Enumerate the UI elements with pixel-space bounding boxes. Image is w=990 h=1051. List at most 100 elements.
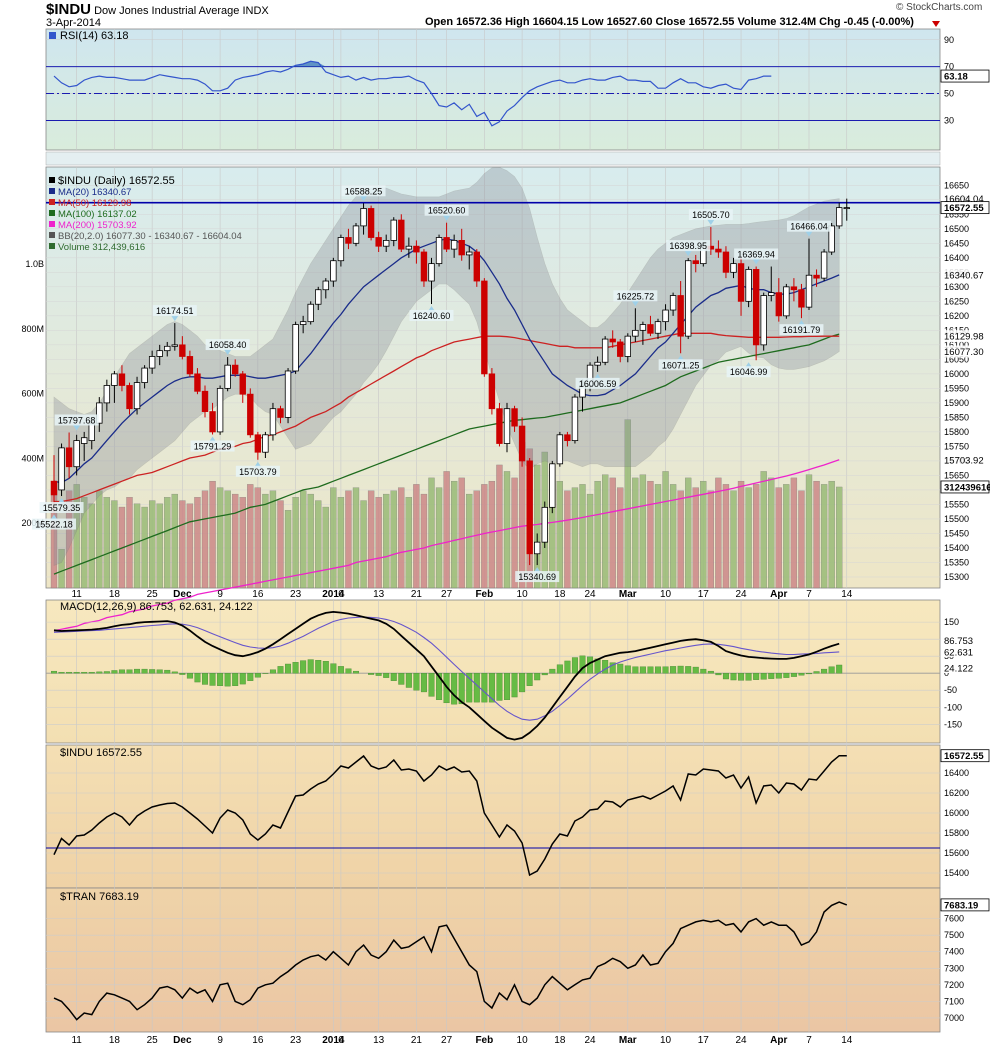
x-tick-label: Dec [173, 589, 192, 600]
y-tick-label: 15900 [944, 398, 969, 408]
candle-body [775, 292, 782, 317]
candle-body [481, 280, 488, 375]
annotation-bg [424, 204, 469, 216]
macd-histogram-bar [390, 673, 397, 681]
candle-body [126, 385, 133, 410]
legend-entry: MA(200) 15703.92 [58, 220, 137, 231]
y-tick-label: 15350 [944, 557, 969, 567]
candle-body [745, 269, 752, 302]
candle-body [118, 373, 126, 386]
volume-bar [292, 497, 299, 589]
y-tick-label: 15400 [944, 868, 969, 878]
y-tick-label: 15600 [944, 848, 969, 858]
volume-bar [390, 490, 397, 589]
y-tick-label: 15450 [944, 528, 969, 538]
volume-bar [96, 490, 103, 589]
macd-right-label: 62.631 [941, 645, 981, 658]
candle-body [194, 373, 201, 392]
macd-histogram-bar [715, 673, 722, 676]
volume-bar [126, 497, 133, 589]
candle-body [224, 364, 231, 389]
candle-body [798, 289, 805, 308]
candle-body [390, 219, 397, 241]
volume-bar [216, 487, 224, 589]
macd-right-label-bg [941, 661, 981, 673]
price-annotation: 16006.59 [575, 377, 620, 389]
candle-body [247, 393, 254, 436]
annotation-text: 15797.68 [58, 415, 96, 425]
volume-bar [662, 471, 669, 589]
candle-body [322, 280, 329, 291]
volume-bar [420, 493, 428, 589]
macd-histogram-bar [466, 673, 473, 703]
annotation-bg [787, 220, 831, 232]
candle-body [639, 324, 647, 331]
candle-body [571, 396, 579, 442]
volume-bar [299, 490, 307, 589]
candle-body [330, 260, 337, 282]
y-tick-label: 15650 [944, 470, 969, 480]
volume-bar [564, 490, 571, 589]
candle-body [737, 263, 745, 302]
macd-histogram-bar [428, 673, 435, 697]
value-box [940, 898, 990, 912]
macd-histogram-bar [609, 662, 616, 674]
candle-body [790, 286, 798, 291]
price-annotation: 15703.79 [235, 465, 280, 477]
y-tick-label: 16200 [944, 311, 969, 321]
legend-entry: MA(50) 16129.98 [58, 198, 131, 209]
volume-bar [133, 503, 141, 589]
macd-histogram-bar [564, 660, 571, 674]
annotation-bg [409, 309, 454, 321]
candle-body [96, 402, 103, 424]
x-tick-label: Mar [619, 589, 637, 600]
value-box [940, 69, 990, 83]
volume-bar [443, 471, 450, 589]
x-tick-label: 23 [290, 1035, 302, 1046]
candle-body [201, 390, 209, 412]
macd-right-label: 86.753 [941, 634, 981, 647]
annotation-bg [726, 366, 771, 378]
volume-bar [647, 480, 654, 589]
tran-last-value: 7683.19 [940, 898, 990, 912]
annotation-pointer [72, 424, 81, 431]
x-tick-label: 10 [660, 1035, 672, 1046]
candle-body [488, 373, 496, 410]
right-label-bg [941, 453, 989, 466]
macd-histogram-bar [330, 663, 337, 674]
candle-body [496, 408, 503, 444]
volume-bar [677, 490, 684, 589]
macd-histogram-bar [292, 662, 299, 674]
candle-body [722, 251, 730, 273]
candle-body [254, 434, 262, 453]
legend-entry: MA(100) 16137.02 [58, 209, 137, 220]
value-box [940, 749, 990, 763]
x-tick-label: 10 [660, 589, 672, 600]
annotation-bg [205, 339, 250, 351]
candle-body [65, 447, 73, 468]
candle-body [473, 251, 480, 282]
y-tick-label: 15950 [944, 383, 969, 393]
macd-histogram-bar [730, 673, 737, 681]
volume-bar [579, 484, 586, 589]
volume-bar [715, 477, 722, 589]
y-tick-label: 150 [944, 617, 959, 627]
macd-histogram-bar [247, 673, 254, 681]
candle-body [609, 338, 616, 343]
x-tick-label: 24 [584, 589, 596, 600]
value-box [940, 201, 990, 215]
volume-axis-label: 400M [21, 453, 44, 463]
volume-bar [315, 500, 322, 589]
x-tick-label: 14 [841, 589, 853, 600]
candle-body [360, 208, 367, 227]
macd-histogram-bar [488, 673, 495, 703]
volume-bar [367, 490, 375, 589]
price-annotation: 16466.04 [787, 220, 831, 232]
candle-body [375, 237, 382, 247]
y-tick-label: 7000 [944, 1013, 964, 1023]
annotation-bg [515, 571, 560, 583]
legend-swatch [49, 210, 55, 216]
x-tick-label: 6 [338, 589, 344, 600]
annotation-pointer [752, 258, 761, 265]
value-box-text: 7683.19 [944, 900, 978, 911]
